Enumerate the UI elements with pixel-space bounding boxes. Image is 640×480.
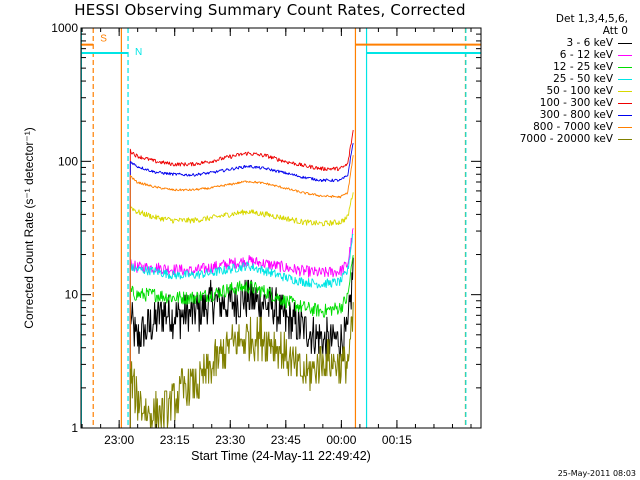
legend-swatch: [618, 138, 632, 140]
series-layer: [129, 129, 354, 429]
axes-layer: 1 10 100 1000 23:00 23:15 23:30 23:45 00:00 00:15: [51, 21, 482, 447]
date-stamp: 25-May-2011 08:03: [557, 469, 636, 478]
legend-swatch: [618, 78, 632, 80]
series-line-5: [129, 129, 354, 428]
y-tick-label-3: 1000: [51, 21, 78, 35]
annotation-label-n: N: [135, 47, 142, 58]
legend-label: 100 - 300 keV: [539, 97, 613, 109]
legend-label: 800 - 7000 keV: [533, 121, 613, 133]
legend-label: 12 - 25 keV: [553, 61, 613, 73]
y-axis-label: Corrected Count Rate (s⁻¹ detector⁻¹): [22, 127, 36, 328]
series-line-3: [129, 233, 354, 428]
series-line-6: [129, 142, 354, 428]
legend-swatch: [618, 54, 632, 56]
chart-title: HESSI Observing Summary Count Rates, Cor…: [74, 1, 466, 19]
legend-label: 6 - 12 keV: [559, 49, 613, 61]
legend-swatch: [618, 102, 632, 104]
y-tick-label-1: 10: [65, 288, 79, 302]
legend-label: 300 - 800 keV: [539, 109, 613, 121]
series-line-1: [129, 228, 354, 428]
series-line-2: [129, 255, 354, 428]
legend-swatch: [618, 126, 632, 128]
x-tick-label-3: 23:45: [271, 433, 301, 447]
legend-entries: 3 - 6 keV 6 - 12 keV 12 - 25 keV 25 - 50 ke…: [482, 37, 632, 145]
x-tick-label-5: 00:15: [382, 433, 412, 447]
legend-entry: 7000 - 20000 keV: [482, 133, 632, 145]
legend-label: 3 - 6 keV: [566, 37, 613, 49]
series-line-7: [129, 155, 354, 428]
legend-entry: 12 - 25 keV: [482, 61, 632, 73]
y-tick-label-0: 1: [71, 421, 78, 435]
series-line-8: [129, 302, 354, 429]
legend-header-line-2: Att 0: [602, 25, 628, 37]
y-tick-label-2: 100: [58, 154, 78, 168]
x-tick-label-2: 23:30: [215, 433, 245, 447]
legend-entry: 50 - 100 keV: [482, 85, 632, 97]
x-tick-label-0: 23:00: [104, 433, 134, 447]
x-axis-label: Start Time (24-May-11 22:49:42): [191, 449, 371, 463]
annotation-layer: SN: [81, 34, 142, 58]
legend-header-line-1: Det 1,3,4,5,6,: [555, 13, 628, 25]
legend-entry: 800 - 7000 keV: [482, 121, 632, 133]
legend-swatch: [618, 66, 632, 68]
plot-frame: [80, 27, 482, 429]
legend-entry: 25 - 50 keV: [482, 73, 632, 85]
chart-legend: Det 1,3,4,5,6, Att 0 3 - 6 keV 6 - 12 keV…: [482, 13, 632, 145]
legend-swatch: [618, 114, 632, 116]
series-line-4: [129, 192, 354, 428]
x-tick-label-1: 23:15: [160, 433, 190, 447]
legend-swatch: [618, 90, 632, 92]
legend-label: 25 - 50 keV: [553, 73, 613, 85]
x-tick-label-4: 00:00: [326, 433, 356, 447]
annotation-label-s: S: [100, 34, 107, 45]
legend-entry: 6 - 12 keV: [482, 49, 632, 61]
legend-entry: 300 - 800 keV: [482, 109, 632, 121]
legend-swatch: [618, 42, 632, 44]
legend-entry: 3 - 6 keV: [482, 37, 632, 49]
legend-label: 7000 - 20000 keV: [519, 133, 613, 145]
legend-label: 50 - 100 keV: [546, 85, 613, 97]
legend-entry: 100 - 300 keV: [482, 97, 632, 109]
